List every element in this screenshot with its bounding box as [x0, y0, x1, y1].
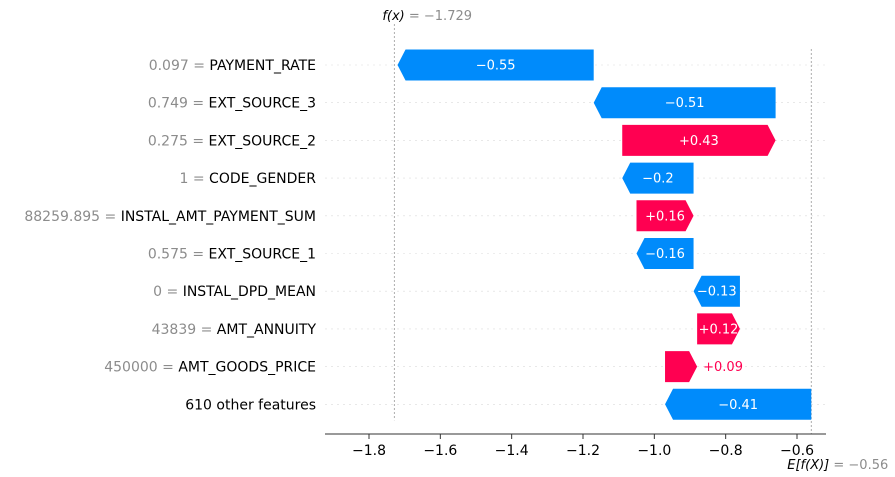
efx-label: E[f(X)] — [787, 458, 829, 473]
feature-label: 43839 = AMT_ANNUITY — [152, 322, 317, 338]
feature-name: EXT_SOURCE_2 — [209, 133, 316, 149]
x-axis: −1.8 −1.6 −1.4 −1.2 −1.0 −0.8 −0.6 — [325, 433, 826, 459]
bar-value-label: −0.55 — [476, 59, 516, 74]
bars — [397, 49, 812, 420]
feature-name: AMT_GOODS_PRICE — [178, 360, 316, 376]
x-tick-label: −1.8 — [352, 443, 386, 459]
feature-name: PAYMENT_RATE — [209, 58, 316, 74]
efx-annotation: E[f(X)] = −0.56 — [787, 458, 888, 473]
feature-value: 0.575 = — [148, 247, 209, 263]
reference-lines — [393, 24, 812, 434]
bar-value-label: +0.09 — [703, 360, 743, 375]
positive-contribution-bar — [697, 313, 740, 345]
positive-contribution-bar — [665, 351, 698, 383]
feature-label: 0.275 = EXT_SOURCE_2 — [148, 133, 316, 149]
x-tick-label: −1.2 — [566, 443, 600, 459]
bar-value-label: −0.41 — [718, 398, 758, 413]
negative-contribution-bar — [665, 388, 812, 420]
negative-contribution-bar — [397, 49, 594, 81]
feature-label: 610 other features — [185, 397, 316, 413]
bar-value-label: −0.51 — [665, 96, 705, 111]
negative-contribution-bar — [636, 238, 694, 269]
x-tick-label: −0.6 — [780, 443, 814, 459]
negative-contribution-bar — [693, 275, 740, 307]
feature-name: EXT_SOURCE_1 — [209, 247, 316, 263]
bar-value-label: −0.16 — [645, 247, 685, 262]
bar-value-label: +0.12 — [699, 322, 739, 337]
feature-value: 0.275 = — [148, 133, 209, 149]
feature-name: INSTAL_DPD_MEAN — [183, 284, 316, 300]
x-tick-label: −1.0 — [637, 443, 671, 459]
feature-value: 43839 = — [152, 322, 217, 338]
feature-label: 1 = CODE_GENDER — [180, 171, 317, 187]
feature-name: AMT_ANNUITY — [217, 322, 317, 338]
bar-value-label: +0.43 — [679, 134, 719, 149]
bar-value-label: +0.16 — [645, 209, 685, 224]
fx-value: = −1.729 — [405, 9, 472, 24]
feature-value: 0.097 = — [149, 58, 210, 74]
positive-contribution-bar — [622, 124, 776, 156]
feature-name: CODE_GENDER — [209, 171, 316, 187]
feature-label: 88259.895 = INSTAL_AMT_PAYMENT_SUM — [24, 209, 316, 225]
feature-name: INSTAL_AMT_PAYMENT_SUM — [121, 209, 316, 225]
feature-label: 0.097 = PAYMENT_RATE — [149, 58, 316, 74]
x-tick-label: −0.8 — [709, 443, 743, 459]
x-tick-label: −1.4 — [495, 443, 529, 459]
negative-contribution-bar — [622, 162, 694, 194]
feature-name: EXT_SOURCE_3 — [209, 96, 316, 112]
negative-contribution-bar — [593, 87, 776, 119]
bar-value-label: −0.13 — [697, 285, 737, 300]
bar-value-label: −0.2 — [642, 172, 674, 187]
feature-labels: −0.55 0.097 = PAYMENT_RATE −0.51 0.749 = EX… — [24, 58, 758, 413]
feature-label: 0.575 = EXT_SOURCE_1 — [148, 247, 316, 263]
positive-contribution-bar — [636, 200, 694, 232]
feature-label: 450000 = AMT_GOODS_PRICE — [104, 360, 316, 376]
feature-label: 0 = INSTAL_DPD_MEAN — [153, 284, 316, 300]
feature-value: 88259.895 = — [24, 209, 120, 225]
feature-value: 450000 = — [104, 360, 178, 376]
feature-value: 0.749 = — [148, 96, 209, 112]
fx-label: f(x) — [382, 9, 404, 24]
efx-value: = −0.56 — [829, 458, 888, 473]
feature-label: 0.749 = EXT_SOURCE_3 — [148, 96, 316, 112]
annotations: f(x) = −1.729 E[f(X)] = −0.56 — [382, 9, 888, 473]
fx-annotation: f(x) = −1.729 — [382, 9, 472, 24]
feature-value: 0 = — [153, 284, 183, 300]
x-tick-label: −1.6 — [423, 443, 457, 459]
feature-name: 610 other features — [185, 397, 316, 413]
feature-value: 1 = — [180, 171, 210, 187]
